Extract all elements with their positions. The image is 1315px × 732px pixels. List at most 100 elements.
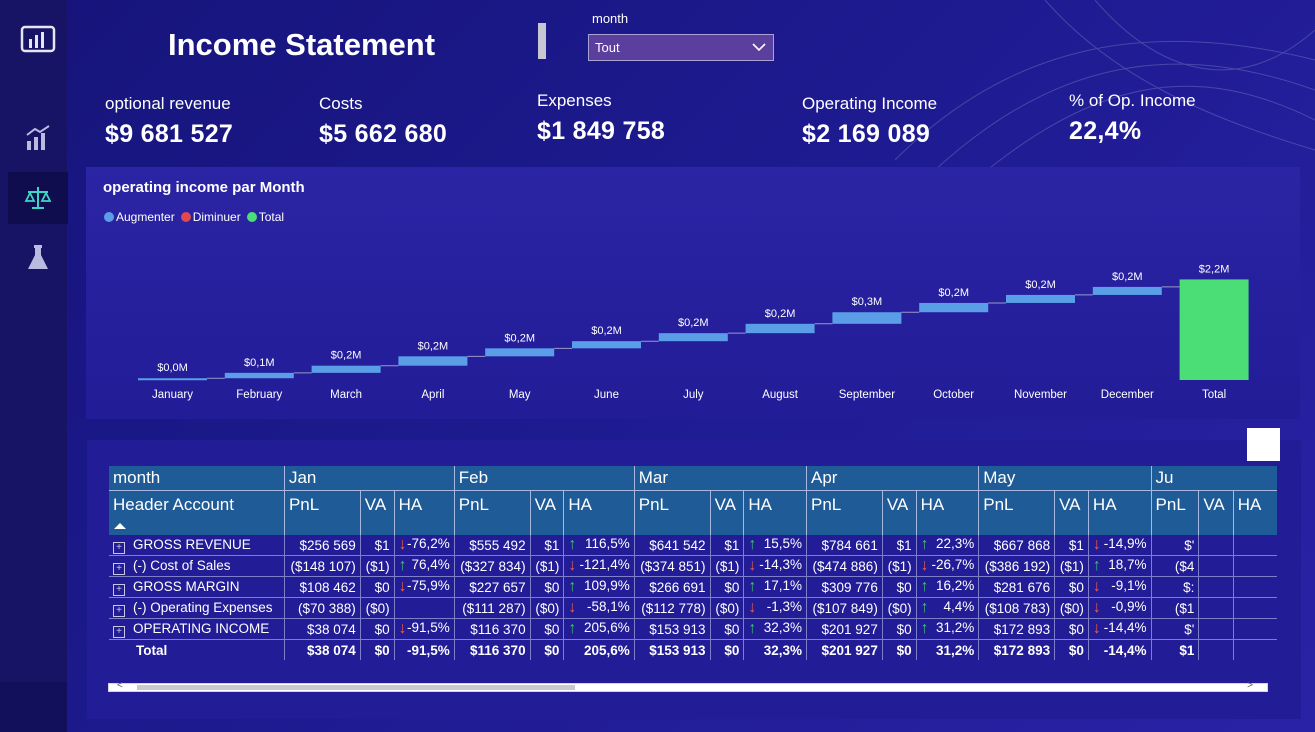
- pnl-cell: $555 492: [453, 535, 531, 556]
- waterfall-bar[interactable]: [919, 302, 989, 313]
- pnl-cell: ($1: [1150, 597, 1199, 619]
- month-header[interactable]: Ju: [1150, 466, 1277, 491]
- arrow-down-icon: ↓: [748, 599, 757, 616]
- legend-item-increase[interactable]: Augmenter: [104, 210, 175, 224]
- legend-item-total[interactable]: Total: [246, 210, 285, 224]
- account-cell: + GROSS REVENUE: [109, 535, 285, 556]
- column-header-va[interactable]: VA: [529, 490, 564, 535]
- column-header-ha[interactable]: HA: [563, 490, 635, 535]
- ha-cell: ↓ -121,4%: [563, 555, 635, 577]
- pnl-cell: ($386 192): [978, 555, 1055, 577]
- column-header-pnl[interactable]: PnL: [633, 490, 711, 535]
- waterfall-bar[interactable]: [1092, 286, 1162, 295]
- header-account-label: Header Account: [113, 495, 234, 514]
- waterfall-bar[interactable]: [572, 341, 641, 349]
- pnl-matrix-panel: month Jan Feb Mar Apr May Ju Header Account P…: [87, 440, 1301, 719]
- ha-value: -1,3%: [766, 599, 802, 614]
- pnl-cell: $309 776: [806, 576, 883, 598]
- column-header-pnl[interactable]: PnL: [978, 490, 1055, 535]
- ha-value: -76,2%: [406, 536, 450, 551]
- ha-value: -14,3%: [759, 557, 802, 572]
- column-header-ha[interactable]: HA: [1087, 490, 1152, 535]
- background-swoosh: [895, 0, 1315, 180]
- ha-cell: ↑ 15,5%: [743, 535, 807, 556]
- legend-label: Total: [258, 210, 285, 224]
- month-header[interactable]: Apr: [805, 466, 979, 491]
- month-header[interactable]: Feb: [453, 466, 635, 491]
- waterfall-bar[interactable]: [658, 333, 728, 342]
- column-header-ha[interactable]: HA: [393, 490, 455, 535]
- waterfall-bar[interactable]: [224, 372, 294, 379]
- expand-plus-icon[interactable]: +: [113, 542, 125, 554]
- arrow-down-icon: ↓: [920, 557, 929, 574]
- column-header-ha[interactable]: HA: [743, 490, 807, 535]
- arrow-up-icon: ↑: [748, 620, 757, 637]
- scrollbar-thumb[interactable]: [137, 685, 575, 690]
- arrow-up-icon: ↑: [920, 620, 929, 637]
- column-header-pnl[interactable]: PnL: [283, 490, 361, 535]
- waterfall-bar[interactable]: [745, 323, 815, 334]
- waterfall-total-bar[interactable]: [1179, 279, 1249, 380]
- column-header-va[interactable]: VA: [881, 490, 917, 535]
- balance-icon[interactable]: [8, 172, 68, 224]
- month-header[interactable]: May: [978, 466, 1152, 491]
- ha-cell: ↑ 205,6%: [563, 618, 635, 640]
- column-header-va[interactable]: VA: [1054, 490, 1089, 535]
- ha-cell: ↓ -75,9%: [393, 576, 455, 598]
- pnl-cell: ($108 783): [978, 597, 1055, 619]
- va-cell: $0: [529, 576, 564, 598]
- column-header-va[interactable]: VA: [359, 490, 395, 535]
- column-header-pnl[interactable]: PnL: [806, 490, 883, 535]
- pnl-cell: ($111 287): [453, 597, 531, 619]
- waterfall-bar[interactable]: [485, 348, 555, 357]
- total-va-cell: [1198, 639, 1234, 660]
- expand-plus-icon[interactable]: +: [113, 563, 125, 575]
- total-va-cell: $0: [359, 639, 395, 660]
- total-pnl-cell: $116 370: [453, 639, 531, 660]
- pnl-cell: ($107 849): [806, 597, 883, 619]
- expand-plus-icon[interactable]: +: [113, 584, 125, 596]
- column-header-va[interactable]: VA: [709, 490, 744, 535]
- x-tick-label: May: [509, 389, 531, 401]
- expand-plus-icon[interactable]: +: [113, 605, 125, 617]
- column-header-pnl[interactable]: PnL: [1150, 490, 1199, 535]
- total-va-cell: $0: [881, 639, 917, 660]
- matrix-viewport[interactable]: month Jan Feb Mar Apr May Ju Header Account P…: [87, 440, 1277, 670]
- horizontal-scrollbar[interactable]: < >: [108, 680, 1268, 692]
- ha-value: 32,3%: [763, 620, 802, 635]
- column-header-ha[interactable]: HA: [915, 490, 979, 535]
- ha-cell: ↓ -14,3%: [743, 555, 807, 577]
- scroll-left-arrow[interactable]: <: [117, 680, 123, 691]
- corner-account-header[interactable]: Header Account: [109, 490, 285, 535]
- column-header-pnl[interactable]: PnL: [453, 490, 531, 535]
- ha-value: 31,2%: [935, 620, 975, 635]
- va-cell: ($1): [881, 555, 917, 577]
- waterfall-bar[interactable]: [311, 365, 381, 373]
- expand-plus-icon[interactable]: +: [113, 626, 125, 638]
- waterfall-bar[interactable]: [138, 378, 207, 381]
- month-header[interactable]: Jan: [283, 466, 455, 491]
- account-label: (-) Operating Expenses: [133, 600, 273, 615]
- pnl-cell: $784 661: [806, 535, 883, 556]
- kpi-value: $9 681 527: [105, 120, 234, 148]
- waterfall-chart: $0,0M January $0,1M February $0,2M March $0,2M…: [138, 263, 1249, 401]
- va-cell: $1: [881, 535, 917, 556]
- waterfall-bar[interactable]: [398, 356, 468, 366]
- x-tick-label: January: [152, 389, 193, 401]
- scroll-right-arrow[interactable]: >: [1247, 680, 1253, 691]
- arrow-up-icon: ↑: [568, 578, 577, 595]
- flask-icon[interactable]: [8, 232, 68, 284]
- chart-up-icon[interactable]: [8, 112, 68, 164]
- ha-cell: [1232, 618, 1277, 640]
- x-tick-label: Total: [1202, 389, 1226, 401]
- column-header-va[interactable]: VA: [1198, 490, 1234, 535]
- pnl-cell: $256 569: [283, 535, 361, 556]
- month-slicer[interactable]: Tout: [588, 34, 774, 61]
- report-icon[interactable]: [8, 14, 68, 66]
- column-header-ha[interactable]: HA: [1232, 490, 1277, 535]
- waterfall-bar[interactable]: [1006, 294, 1075, 303]
- legend-item-decrease[interactable]: Diminuer: [180, 210, 241, 224]
- waterfall-bar[interactable]: [832, 312, 902, 324]
- month-header[interactable]: Mar: [633, 466, 807, 491]
- focus-mode-button[interactable]: [1247, 428, 1280, 461]
